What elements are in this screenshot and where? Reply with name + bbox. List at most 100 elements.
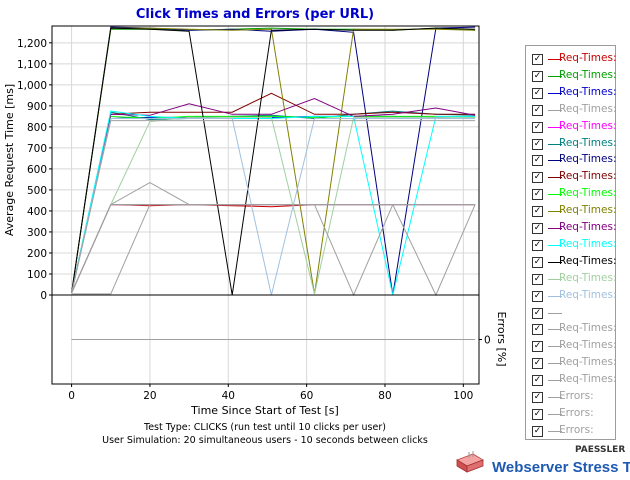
legend-checkbox[interactable]: ✓: [532, 138, 543, 150]
legend-item[interactable]: ✓ Req-Times:: [532, 221, 617, 236]
legend-label: Req-Times:: [559, 68, 617, 81]
y-tick-label: 700: [27, 143, 47, 155]
user-simulation-line: User Simulation: 20 simultaneous users -…: [102, 435, 428, 446]
series-line-8: [71, 92, 476, 294]
legend-item[interactable]: ✓ Errors:: [532, 423, 616, 439]
legend-item[interactable]: ✓ Req-Times:: [532, 153, 617, 168]
legend-checkbox[interactable]: ✓: [532, 425, 543, 437]
legend-checkbox[interactable]: ✓: [532, 70, 543, 82]
legend-checkbox[interactable]: ✓: [532, 54, 543, 65]
legend-item[interactable]: ✓ Req-Times:: [532, 272, 616, 287]
y-tick-label: 500: [27, 185, 47, 197]
series-line-20: [71, 204, 476, 294]
x-tick-label: 80: [378, 390, 391, 402]
brand-company: PAESSLER: [575, 445, 626, 455]
x-tick-label: 60: [300, 390, 313, 402]
series-line-12: [71, 110, 476, 296]
series-line-9: [71, 115, 476, 294]
legend-checkbox[interactable]: ✓: [532, 392, 543, 403]
legend-swatch: [548, 143, 562, 145]
legend-label: Req-Times:: [559, 153, 617, 166]
y-tick-label: 300: [27, 227, 47, 239]
y-axis-label: Average Request Time [ms]: [3, 84, 16, 236]
legend-swatch: [548, 380, 562, 382]
legend-swatch: [548, 295, 562, 297]
legend-label: Req-Times:: [559, 136, 617, 149]
legend-checkbox[interactable]: ✓: [532, 273, 543, 285]
legend-item[interactable]: ✓ Req-Times:: [532, 339, 616, 354]
x-tick-label: 0: [68, 390, 75, 402]
legend-item[interactable]: ✓: [532, 307, 616, 321]
legend-swatch: [548, 430, 562, 432]
legend-item[interactable]: ✓ Req-Times:: [532, 52, 616, 67]
legend-item[interactable]: ✓ Req-Times:: [532, 322, 616, 337]
legend-checkbox[interactable]: ✓: [532, 358, 543, 370]
legend-checkbox[interactable]: ✓: [532, 341, 543, 353]
x-tick-label: 20: [143, 390, 156, 402]
legend-item[interactable]: ✓ Req-Times:: [532, 187, 617, 202]
brand-product: Webserver Stress Tool: [492, 459, 630, 476]
legend-checkbox[interactable]: ✓: [532, 408, 543, 420]
y-tick-label: 900: [27, 101, 47, 113]
legend-item[interactable]: ✓ Req-Times:: [532, 288, 617, 304]
legend-swatch: [548, 75, 562, 77]
legend-swatch: [548, 278, 562, 280]
legend-item[interactable]: ✓ Req-Times:: [532, 356, 616, 371]
legend-item[interactable]: ✓ Errors:: [532, 390, 616, 405]
series-line-4: [71, 182, 476, 294]
legend-checkbox[interactable]: ✓: [532, 172, 543, 184]
y2-tick-label: 0: [484, 335, 491, 347]
legend-swatch: [548, 160, 562, 162]
legend-checkbox[interactable]: ✓: [532, 223, 543, 234]
legend-swatch: [548, 261, 562, 263]
legend-swatch: [548, 363, 562, 365]
y-tick-label: 0: [40, 290, 47, 302]
legend-label: Req-Times:: [559, 119, 617, 132]
y-tick-label: 200: [27, 248, 47, 260]
legend-swatch: [548, 228, 562, 229]
legend-item[interactable]: ✓ Req-Times:: [532, 204, 616, 219]
legend-label: Req-Times:: [559, 187, 617, 200]
legend-swatch: [548, 59, 562, 60]
y2-axis-ticks: 0: [479, 335, 491, 347]
legend-item[interactable]: ✓ Req-Times:: [532, 170, 616, 185]
legend-checkbox[interactable]: ✓: [532, 256, 543, 268]
legend-label: Req-Times:: [559, 254, 617, 267]
legend-checkbox[interactable]: ✓: [532, 104, 543, 116]
legend-checkbox[interactable]: ✓: [532, 155, 543, 167]
legend-swatch: [548, 92, 562, 94]
legend-item[interactable]: ✓ Req-Times:: [532, 136, 617, 152]
legend-swatch: [548, 194, 562, 196]
legend-label: Req-Times:: [559, 288, 617, 301]
legend-item[interactable]: ✓ Errors:: [532, 407, 616, 422]
legend-label: Req-Times:: [559, 102, 617, 115]
legend-checkbox[interactable]: ✓: [532, 121, 543, 133]
legend-checkbox[interactable]: ✓: [532, 307, 543, 319]
legend-item[interactable]: ✓ Req-Times:: [532, 102, 617, 118]
series-line-19: [71, 204, 476, 294]
y-tick-label: 1,000: [17, 80, 47, 92]
legend-swatch: [548, 312, 562, 314]
legend-item[interactable]: ✓ Req-Times:: [532, 254, 617, 270]
legend-checkbox[interactable]: ✓: [532, 87, 543, 99]
y-tick-label: 400: [27, 206, 47, 218]
legend-checkbox[interactable]: ✓: [532, 206, 543, 218]
legend-checkbox[interactable]: ✓: [532, 290, 543, 302]
legend-label: Errors:: [559, 423, 594, 436]
legend-item[interactable]: ✓ Req-Times:: [532, 373, 616, 388]
brand-area: [455, 444, 625, 478]
series-line-16: [71, 204, 476, 297]
legend-item[interactable]: ✓ Req-Times:: [532, 119, 617, 135]
legend-checkbox[interactable]: ✓: [532, 375, 543, 387]
legend-item[interactable]: ✓ Req-Times:: [532, 238, 616, 253]
legend-item[interactable]: ✓ Req-Times:: [532, 85, 617, 101]
x-tick-label: 40: [222, 390, 235, 402]
legend-checkbox[interactable]: ✓: [532, 239, 543, 251]
series-line-1: [71, 204, 476, 294]
legend-label: Req-Times:: [559, 85, 617, 98]
legend-checkbox[interactable]: ✓: [532, 189, 543, 201]
legend-label: Req-Times:: [559, 221, 617, 233]
legend-item[interactable]: ✓ Req-Times:: [532, 68, 617, 84]
x-axis-ticks: 0 20 40 60 80 100: [68, 384, 473, 402]
legend-checkbox[interactable]: ✓: [532, 324, 543, 336]
